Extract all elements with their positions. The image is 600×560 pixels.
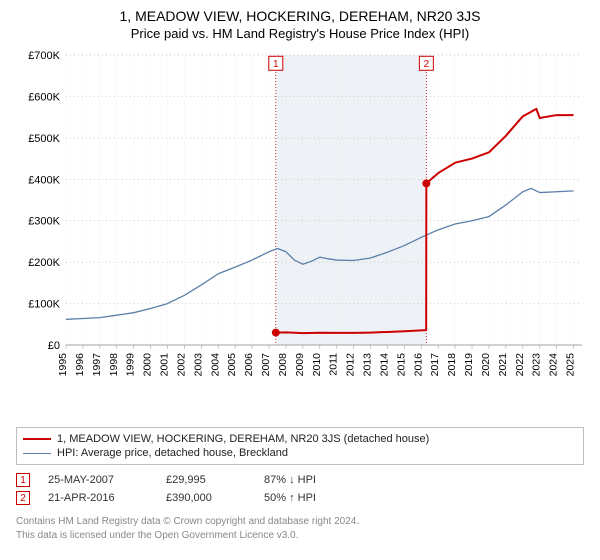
svg-text:2015: 2015 bbox=[395, 353, 407, 377]
svg-text:2018: 2018 bbox=[446, 353, 458, 377]
annotation-diff: 50% ↑ HPI bbox=[264, 492, 364, 504]
legend-label: 1, MEADOW VIEW, HOCKERING, DEREHAM, NR20… bbox=[57, 433, 429, 445]
annotation-table: 1 25-MAY-2007 £29,995 87% ↓ HPI 2 21-APR-2016… bbox=[16, 471, 584, 507]
svg-text:£200K: £200K bbox=[28, 257, 60, 269]
svg-text:1998: 1998 bbox=[108, 353, 120, 377]
chart-titles: 1, MEADOW VIEW, HOCKERING, DEREHAM, NR20… bbox=[12, 8, 588, 41]
svg-text:2022: 2022 bbox=[514, 353, 526, 377]
svg-text:2025: 2025 bbox=[565, 353, 577, 377]
svg-text:2024: 2024 bbox=[548, 353, 560, 377]
svg-text:2008: 2008 bbox=[277, 353, 289, 377]
svg-text:£0: £0 bbox=[48, 340, 60, 352]
legend-label: HPI: Average price, detached house, Brec… bbox=[57, 447, 288, 459]
svg-text:2011: 2011 bbox=[328, 353, 340, 376]
svg-text:2016: 2016 bbox=[412, 353, 424, 377]
svg-text:2012: 2012 bbox=[345, 353, 357, 377]
legend-item: 1, MEADOW VIEW, HOCKERING, DEREHAM, NR20… bbox=[23, 432, 577, 446]
title-line-2: Price paid vs. HM Land Registry's House … bbox=[12, 26, 588, 41]
svg-text:2004: 2004 bbox=[209, 353, 221, 377]
svg-text:2007: 2007 bbox=[260, 353, 272, 377]
svg-text:2021: 2021 bbox=[497, 353, 509, 377]
svg-text:£500K: £500K bbox=[28, 133, 60, 145]
svg-text:1997: 1997 bbox=[91, 353, 103, 377]
svg-text:£400K: £400K bbox=[28, 174, 60, 186]
svg-text:2002: 2002 bbox=[175, 353, 187, 377]
svg-text:2001: 2001 bbox=[159, 353, 171, 377]
legend-box: 1, MEADOW VIEW, HOCKERING, DEREHAM, NR20… bbox=[16, 427, 584, 465]
svg-text:2010: 2010 bbox=[311, 353, 323, 377]
svg-text:£600K: £600K bbox=[28, 91, 60, 103]
annotation-price: £390,000 bbox=[166, 492, 246, 504]
svg-text:£300K: £300K bbox=[28, 216, 60, 228]
annotation-row: 1 25-MAY-2007 £29,995 87% ↓ HPI bbox=[16, 471, 584, 489]
annotation-date: 25-MAY-2007 bbox=[48, 474, 148, 486]
svg-text:2005: 2005 bbox=[226, 353, 238, 377]
chart-svg: £0 £100K £200K £300K £400K £500K £600K £700K 199… bbox=[12, 47, 588, 417]
svg-text:2017: 2017 bbox=[429, 353, 441, 377]
svg-text:2020: 2020 bbox=[480, 353, 492, 377]
svg-text:1996: 1996 bbox=[74, 353, 86, 377]
legend-swatch bbox=[23, 453, 51, 454]
footer-line-1: Contains HM Land Registry data © Crown c… bbox=[16, 515, 584, 529]
annotation-row: 2 21-APR-2016 £390,000 50% ↑ HPI bbox=[16, 489, 584, 507]
footer-line-2: This data is licensed under the Open Gov… bbox=[16, 529, 584, 543]
price-chart: £0 £100K £200K £300K £400K £500K £600K £700K 199… bbox=[12, 47, 588, 417]
svg-text:2023: 2023 bbox=[531, 353, 543, 377]
svg-text:£100K: £100K bbox=[28, 299, 60, 311]
svg-text:2003: 2003 bbox=[192, 353, 204, 377]
svg-text:2000: 2000 bbox=[142, 353, 154, 377]
svg-text:1999: 1999 bbox=[125, 353, 137, 377]
svg-text:1995: 1995 bbox=[57, 353, 69, 377]
annotation-diff: 87% ↓ HPI bbox=[264, 474, 364, 486]
svg-text:2: 2 bbox=[424, 59, 430, 70]
svg-text:£700K: £700K bbox=[28, 50, 60, 62]
svg-text:2014: 2014 bbox=[378, 353, 390, 377]
annotation-badge: 2 bbox=[16, 491, 30, 505]
footer-attribution: Contains HM Land Registry data © Crown c… bbox=[16, 515, 584, 542]
legend-item: HPI: Average price, detached house, Brec… bbox=[23, 446, 577, 460]
svg-text:2006: 2006 bbox=[243, 353, 255, 377]
svg-text:2019: 2019 bbox=[463, 353, 475, 377]
svg-text:1: 1 bbox=[273, 59, 279, 70]
annotation-badge: 1 bbox=[16, 473, 30, 487]
annotation-price: £29,995 bbox=[166, 474, 246, 486]
svg-text:2013: 2013 bbox=[362, 353, 374, 377]
title-line-1: 1, MEADOW VIEW, HOCKERING, DEREHAM, NR20… bbox=[12, 8, 588, 24]
legend-swatch bbox=[23, 438, 51, 440]
svg-text:2009: 2009 bbox=[294, 353, 306, 377]
annotation-date: 21-APR-2016 bbox=[48, 492, 148, 504]
